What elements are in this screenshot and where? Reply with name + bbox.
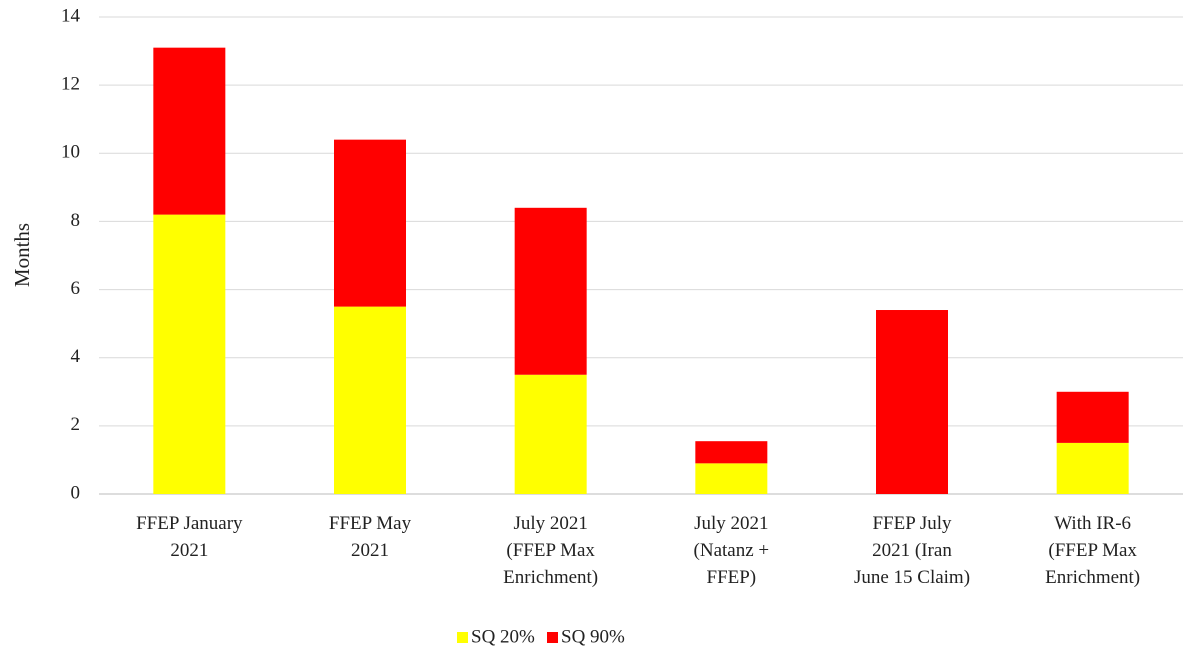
x-tick-label: With IR-6 (FFEP Max Enrichment)	[1045, 513, 1141, 588]
bar-segment	[695, 463, 768, 494]
bar-segment	[153, 47, 226, 215]
bar-segment	[1056, 442, 1129, 494]
y-tick-label: 10	[61, 142, 80, 163]
legend-label: SQ 90%	[561, 626, 625, 647]
bar-segment	[514, 374, 587, 494]
bar-segment	[1056, 391, 1129, 443]
y-tick-label: 14	[61, 5, 81, 26]
y-tick-label: 2	[71, 414, 81, 435]
x-tick-label: FFEP July 2021 (Iran June 15 Claim)	[853, 513, 971, 588]
bar-segment	[514, 207, 587, 375]
legend-label: SQ 20%	[471, 626, 535, 647]
legend-swatch	[457, 632, 468, 643]
bar-segment	[334, 306, 406, 494]
bar-segment	[876, 310, 948, 494]
x-tick-label: July 2021 (FFEP Max Enrichment)	[503, 513, 599, 588]
bar-segment	[695, 441, 768, 464]
bar-segment	[334, 139, 406, 307]
x-tick-label: July 2021 (Natanz + FFEP)	[693, 513, 770, 588]
y-tick-label: 12	[61, 74, 80, 95]
y-tick-label: 0	[71, 482, 81, 503]
x-tick-label: FFEP January 2021	[136, 513, 243, 561]
legend-swatch	[547, 632, 558, 643]
y-tick-label: 6	[71, 278, 81, 299]
x-tick-label: FFEP May 2021	[328, 513, 412, 561]
y-axis-title: Months	[10, 223, 34, 287]
y-tick-label: 4	[71, 346, 81, 367]
y-tick-label: 8	[71, 210, 81, 231]
bar-segment	[153, 214, 226, 494]
